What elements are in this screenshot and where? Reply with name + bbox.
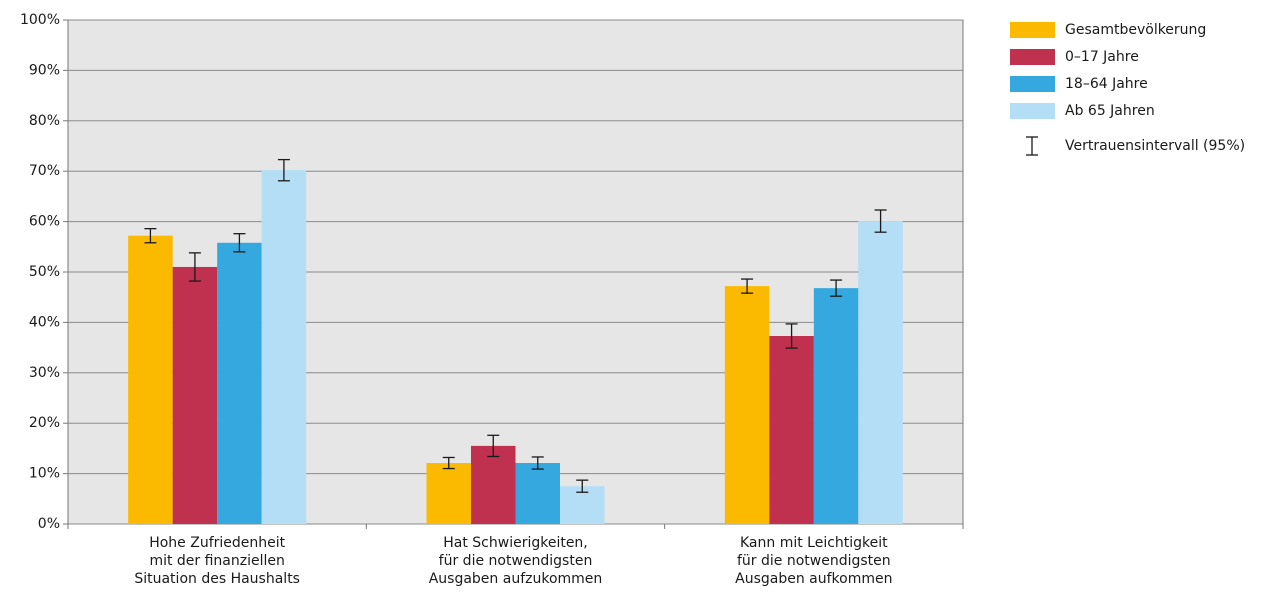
error-bar [830,279,843,297]
bar [261,170,307,524]
x-tick-label: Ausgaben aufzukommen [429,571,603,587]
error-bar [874,209,887,233]
y-tick-label: 40% [29,314,60,330]
error-bar [487,434,500,458]
legend-error-icon [1026,136,1038,156]
bar [724,286,770,524]
x-tick-label: Hohe Zufriedenheit [149,535,285,551]
y-tick-label: 90% [29,62,60,78]
legend-label: Gesamtbevölkerung [1065,22,1206,38]
x-tick-label: Kann mit Leichtigkeit [740,535,888,551]
x-tick-label: für die notwendigsten [737,553,891,569]
y-tick-label: 100% [20,12,60,28]
legend-label: 18–64 Jahre [1065,76,1148,92]
y-tick-label: 20% [29,415,60,431]
legend-swatch [1010,76,1055,92]
error-bar [277,158,290,182]
x-tick-label: Situation des Haushalts [134,571,300,587]
y-tick-label: 50% [29,264,60,280]
x-tick-label: für die notwendigsten [439,553,593,569]
y-tick-label: 80% [29,113,60,129]
bar [515,463,560,524]
bar [769,336,814,524]
x-tick-label: Hat Schwierigkeiten, [443,535,588,551]
error-bar [442,456,455,470]
bar [172,266,218,524]
x-tick-label: mit der finanziellen [149,553,284,569]
error-bar [785,323,798,349]
error-bar [144,228,157,244]
bar [426,463,471,524]
y-tick-label: 30% [29,365,60,381]
y-tick-label: 10% [29,466,60,482]
x-tick-label: Ausgaben aufkommen [735,571,892,587]
y-tick-label: 0% [38,516,60,532]
bar [128,235,173,524]
bar [813,288,859,524]
legend-label: 0–17 Jahre [1065,49,1139,65]
y-tick-label: 70% [29,163,60,179]
error-bar [531,456,544,470]
error-bar [188,252,201,282]
bar [858,221,903,524]
error-bar [576,479,589,493]
legend-swatch [1010,49,1055,65]
error-bar [741,278,754,294]
bar [217,242,262,524]
error-bar [233,233,246,253]
legend-label: Vertrauensintervall (95%) [1065,138,1245,154]
legend-swatch [1010,22,1055,38]
legend-swatch [1010,103,1055,119]
bar [471,445,516,524]
legend-label: Ab 65 Jahren [1065,103,1155,119]
y-tick-label: 60% [29,214,60,230]
